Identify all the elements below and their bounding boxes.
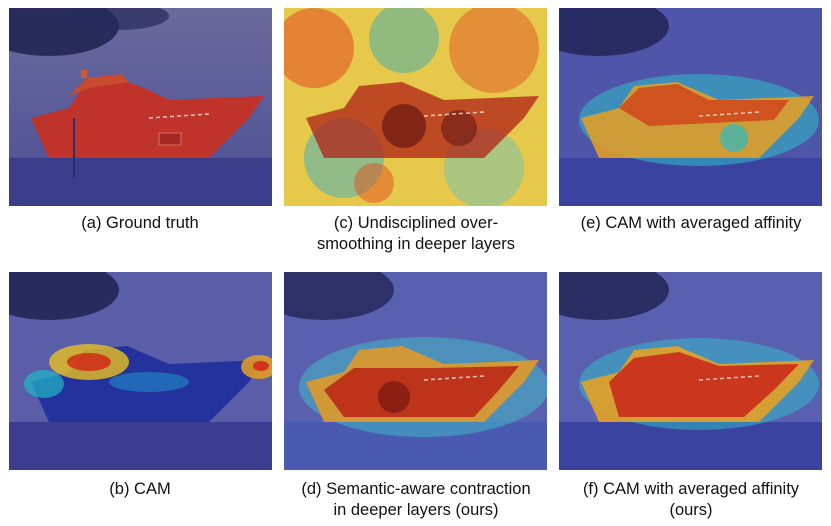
- caption-a: (a) Ground truth: [81, 214, 199, 232]
- panel-f-cam-averaged-affinity-ours: [559, 272, 822, 470]
- panel-d-semantic-aware-contraction: [284, 272, 547, 470]
- yacht-image-ground-truth: [9, 8, 272, 206]
- yacht-image-cam-averaged-affinity: [559, 8, 822, 206]
- caption-b: (b) CAM: [109, 480, 171, 498]
- panel-a-ground-truth: [9, 8, 272, 206]
- yacht-image-semantic-aware-contraction: [284, 272, 547, 470]
- yacht-image-oversmoothing-heatmap: [284, 8, 547, 206]
- panel-c-oversmoothing: [284, 8, 547, 206]
- caption-c: (c) Undisciplined over- smoothing in dee…: [316, 214, 516, 253]
- panel-e-cam-averaged-affinity: [559, 8, 822, 206]
- caption-d: (d) Semantic-aware contraction in deeper…: [301, 480, 531, 519]
- panel-b-cam: [9, 272, 272, 470]
- caption-e: (e) CAM with averaged affinity: [580, 214, 802, 232]
- caption-f: (f) CAM with averaged affinity (ours): [582, 480, 800, 519]
- yacht-image-cam: [9, 272, 272, 470]
- yacht-image-cam-averaged-affinity-ours: [559, 272, 822, 470]
